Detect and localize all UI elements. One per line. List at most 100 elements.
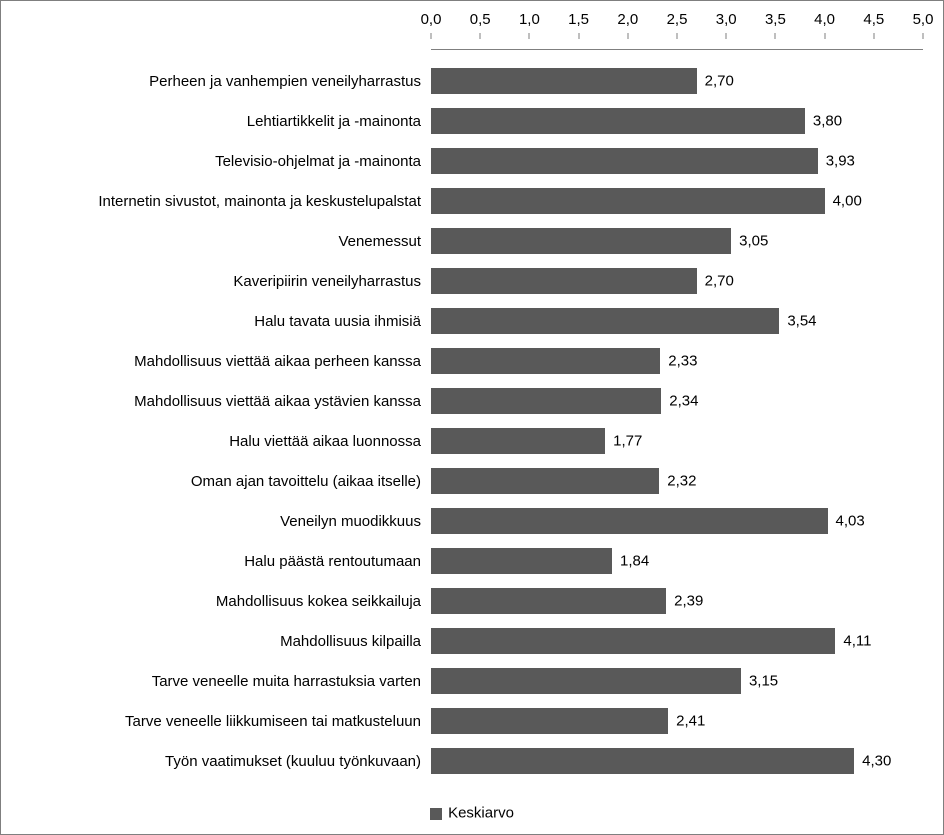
x-axis: 0,00,51,01,52,02,53,03,54,04,55,0 [431,11,923,51]
bars-wrap: Perheen ja vanhempien veneilyharrastus2,… [11,61,923,774]
bar-label: Televisio-ohjelmat ja -mainonta [11,153,431,170]
bar-value: 2,34 [669,393,698,410]
bar-row: Perheen ja vanhempien veneilyharrastus2,… [11,61,923,101]
bar-row: Mahdollisuus kokea seikkailuja2,39 [11,581,923,621]
bar-label: Halu päästä rentoutumaan [11,553,431,570]
bar-row: Internetin sivustot, mainonta ja keskust… [11,181,923,221]
bar: 2,32 [431,468,659,494]
bar-row: Veneilyn muodikkuus4,03 [11,501,923,541]
bar-row: Kaveripiirin veneilyharrastus2,70 [11,261,923,301]
bar: 2,39 [431,588,666,614]
x-tick: 0,5 [470,11,491,28]
bar: 2,70 [431,68,697,94]
bar-value: 3,93 [826,153,855,170]
bar-value: 2,32 [667,473,696,490]
x-tick-mark [824,33,825,39]
bar: 2,34 [431,388,661,414]
bar: 2,41 [431,708,668,734]
x-tick: 2,0 [617,11,638,28]
bar-label: Venemessut [11,233,431,250]
bar-value: 4,03 [836,513,865,530]
bar-row: Mahdollisuus kilpailla 4,11 [11,621,923,661]
bar-label: Kaveripiirin veneilyharrastus [11,273,431,290]
x-tick: 1,5 [568,11,589,28]
x-tick: 4,5 [863,11,884,28]
bar-value: 3,05 [739,233,768,250]
bar-value: 3,54 [787,313,816,330]
bar: 4,00 [431,188,825,214]
bar-value: 2,41 [676,713,705,730]
bar-label: Oman ajan tavoittelu (aikaa itselle) [11,473,431,490]
bar-value: 4,30 [862,753,891,770]
bar: 2,70 [431,268,697,294]
bar-row: Oman ajan tavoittelu (aikaa itselle)2,32 [11,461,923,501]
legend-label: Keskiarvo [448,805,514,822]
bar: 3,05 [431,228,731,254]
bar-label: Perheen ja vanhempien veneilyharrastus [11,73,431,90]
bar-track: 2,70 [431,68,923,94]
bar-label: Veneilyn muodikkuus [11,513,431,530]
x-tick-mark [431,33,432,39]
bar: 3,54 [431,308,779,334]
x-tick-mark [873,33,874,39]
bar-track: 3,15 [431,668,923,694]
bar-track: 2,39 [431,588,923,614]
x-tick: 2,5 [667,11,688,28]
bar-track: 3,93 [431,148,923,174]
bar: 4,03 [431,508,828,534]
bar-track: 2,41 [431,708,923,734]
bar-row: Mahdollisuus viettää aikaa perheen kanss… [11,341,923,381]
bar-row: Lehtiartikkelit ja -mainonta 3,80 [11,101,923,141]
x-tick: 0,0 [421,11,442,28]
x-tick-mark [726,33,727,39]
bar-row: Mahdollisuus viettää aikaa ystävien kans… [11,381,923,421]
bar-label: Mahdollisuus kilpailla [11,633,431,650]
bar-label: Mahdollisuus viettää aikaa perheen kanss… [11,353,431,370]
bar-row: Tarve veneelle liikkumiseen tai matkuste… [11,701,923,741]
bar-track: 4,03 [431,508,923,534]
bar-track: 4,11 [431,628,923,654]
bar: 4,30 [431,748,854,774]
bar-track: 3,05 [431,228,923,254]
bar-track: 3,54 [431,308,923,334]
bar-track: 4,30 [431,748,923,774]
bar-value: 3,80 [813,113,842,130]
bar-row: Halu tavata uusia ihmisiä3,54 [11,301,923,341]
bar-value: 2,39 [674,593,703,610]
legend: Keskiarvo [1,804,943,822]
bar-value: 2,70 [705,73,734,90]
bar-value: 4,11 [843,633,871,650]
bar-value: 3,15 [749,673,778,690]
bar-value: 1,77 [613,433,642,450]
bar: 1,77 [431,428,605,454]
bar-value: 2,70 [705,273,734,290]
bar-label: Mahdollisuus kokea seikkailuja [11,593,431,610]
bar-value: 2,33 [668,353,697,370]
x-axis-line [431,49,923,50]
bar-track: 1,84 [431,548,923,574]
x-tick-mark [677,33,678,39]
bar-label: Mahdollisuus viettää aikaa ystävien kans… [11,393,431,410]
x-tick-mark [529,33,530,39]
bar-track: 3,80 [431,108,923,134]
x-tick-mark [627,33,628,39]
bar-label: Halu tavata uusia ihmisiä [11,313,431,330]
bar-track: 2,32 [431,468,923,494]
x-tick: 5,0 [913,11,934,28]
bar-value: 1,84 [620,553,649,570]
x-tick-mark [578,33,579,39]
bar: 1,84 [431,548,612,574]
bar-row: Halu viettää aikaa luonnossa1,77 [11,421,923,461]
bar-track: 2,34 [431,388,923,414]
bar-label: Lehtiartikkelit ja -mainonta [11,113,431,130]
bar-row: Työn vaatimukset (kuuluu työnkuvaan)4,30 [11,741,923,781]
x-tick: 3,0 [716,11,737,28]
x-tick: 4,0 [814,11,835,28]
bar-label: Työn vaatimukset (kuuluu työnkuvaan) [11,753,431,770]
legend-swatch [430,808,442,820]
bar-label: Tarve veneelle liikkumiseen tai matkuste… [11,713,431,730]
bar: 3,93 [431,148,818,174]
bar-row: Venemessut3,05 [11,221,923,261]
bar-row: Televisio-ohjelmat ja -mainonta3,93 [11,141,923,181]
bar: 3,15 [431,668,741,694]
